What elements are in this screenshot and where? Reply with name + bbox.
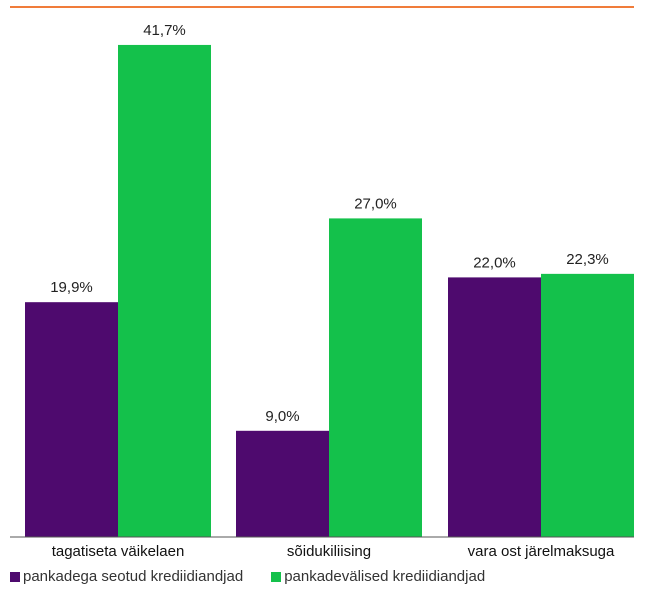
legend-swatch-banks (10, 571, 20, 582)
bar-banks-1 (236, 430, 329, 537)
data-label-banks-2: 22,0% (473, 254, 516, 271)
category-label-1: sõidukiliising (287, 543, 371, 560)
data-label-banks-1: 9,0% (265, 408, 299, 425)
legend-label-banks: pankadega seotud krediidiandjad (23, 568, 244, 585)
legend-item-nonbanks: pankadevälised krediidiandjad (271, 568, 485, 585)
legend-label-nonbanks: pankadevälised krediidiandjad (284, 568, 486, 585)
bar-nonbanks-1 (329, 218, 422, 537)
legend: pankadega seotud krediidiandjad pankadev… (10, 568, 485, 585)
data-label-nonbanks-2: 22,3% (566, 251, 609, 268)
bar-banks-0 (25, 302, 118, 537)
category-label-0: tagatiseta väikelaen (52, 543, 185, 560)
legend-swatch-nonbanks (271, 571, 282, 582)
data-label-banks-0: 19,9% (50, 279, 93, 296)
bar-banks-2 (448, 277, 541, 537)
category-label-2: vara ost järelmaksuga (468, 543, 615, 560)
data-label-nonbanks-1: 27,0% (354, 195, 397, 212)
value-labels: 19,9% 41,7% 9,0% 27,0% 22,0% 22,3% (50, 22, 609, 425)
legend-item-banks: pankadega seotud krediidiandjad (10, 568, 243, 585)
bar-nonbanks-2 (541, 273, 634, 537)
category-labels: tagatiseta väikelaen sõidukiliising vara o… (52, 543, 615, 560)
bars (25, 44, 634, 537)
data-label-nonbanks-0: 41,7% (143, 22, 186, 39)
bar-nonbanks-0 (118, 44, 211, 537)
